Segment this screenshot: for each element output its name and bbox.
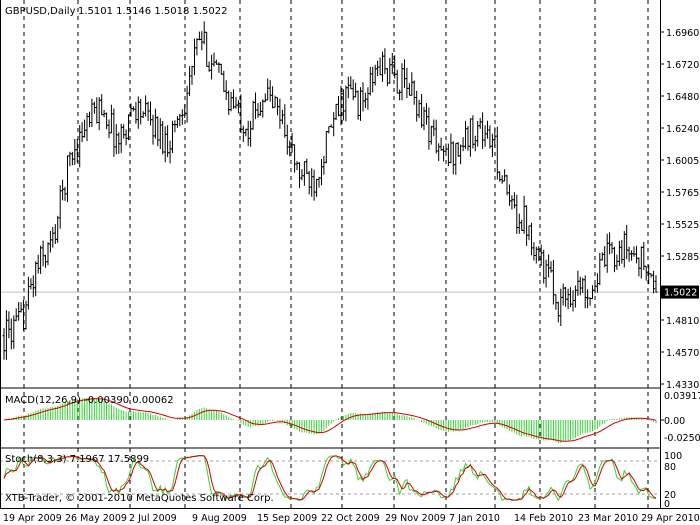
stoch-axis: 100 80 20 0 [664,451,682,510]
svg-text:1.6005: 1.6005 [666,156,699,167]
price-tick: 1.5285 [660,252,699,263]
time-label: 26 May 2009 [65,513,127,524]
svg-text:1.4330: 1.4330 [666,380,699,391]
time-label: 29 Nov 2009 [385,513,446,524]
stoch-tick: 20 [664,490,676,501]
macd-tick: -0.02504 [664,433,700,444]
svg-text:1.6720: 1.6720 [666,60,699,71]
time-label: 23 Mar 2010 [578,513,638,524]
price-tick: 1.5765 [660,188,699,199]
svg-text:1.6480: 1.6480 [666,92,699,103]
stoch-pane[interactable]: Stoch(8,3,3) 7.1967 17.5899 XTB-Trader, … [0,447,660,504]
price-bar [654,275,658,293]
time-label: 29 Apr 2010 [641,513,700,524]
price-pane[interactable]: GBPUSD,Daily 1.5101 1.5146 1.5018 1.5022 [0,6,660,360]
stoch-tick: 80 [664,462,676,473]
main-header-ohlc: 1.5101 1.5146 1.5018 1.5022 [78,6,228,17]
svg-text:1.6240: 1.6240 [666,124,699,135]
stoch-tick: 0 [664,499,670,510]
price-tick: 1.4330 [660,380,699,391]
macd-pane[interactable]: MACD(12,26,9) -0.00390 0.00062 [0,387,660,444]
svg-text:1.5285: 1.5285 [666,252,699,263]
svg-text:1.5765: 1.5765 [666,188,699,199]
price-tick: 1.4810 [660,316,699,327]
time-label: 15 Sep 2009 [257,513,317,524]
time-axis[interactable]: 19 Apr 2009 26 May 2009 2 Jul 2009 9 Aug… [3,513,700,524]
svg-text:1.4810: 1.4810 [666,316,699,327]
time-label: 14 Feb 2010 [514,513,573,524]
price-axis[interactable]: 1.6960 1.6720 1.6480 1.6240 1.6005 1.576… [660,28,699,391]
price-tick: 1.4570 [660,348,699,359]
svg-text:1.5525: 1.5525 [666,220,699,231]
svg-text:1.6960: 1.6960 [666,28,699,39]
time-label: 19 Apr 2009 [3,513,62,524]
price-tick: 1.6005 [660,156,699,167]
price-tick: 1.5525 [660,220,699,231]
macd-tick: 0.03917 [664,391,700,402]
price-bar [652,270,656,294]
price-tick: 1.6720 [660,60,699,71]
stoch-tick: 100 [664,451,682,462]
time-label: 22 Oct 2009 [321,513,380,524]
price-tick: 1.6240 [660,124,699,135]
macd-signal-line [3,398,657,442]
svg-text:1.5022: 1.5022 [664,288,697,299]
stoch-label: Stoch(8,3,3) 7.1967 17.5899 [5,454,149,465]
time-label: 9 Aug 2009 [192,513,247,524]
svg-text:1.4570: 1.4570 [666,348,699,359]
price-bars [2,21,658,360]
current-price-label: 1.5022 [661,285,699,299]
price-tick: 1.6480 [660,92,699,103]
copyright-text: XTB-Trader, © 2001-2010 MetaQuotes Softw… [5,493,274,504]
price-tick: 1.6960 [660,28,699,39]
main-header-symbol: GBPUSD,Daily [5,6,76,17]
time-label: 2 Jul 2009 [129,513,177,524]
macd-tick: 0.00 [664,416,685,427]
macd-label: MACD(12,26,9) -0.00390 0.00062 [5,395,174,406]
time-label: 7 Jan 2010 [449,513,500,524]
macd-axis: 0.03917 0.00 -0.02504 [660,391,700,444]
stoch-signal-line [3,455,657,501]
